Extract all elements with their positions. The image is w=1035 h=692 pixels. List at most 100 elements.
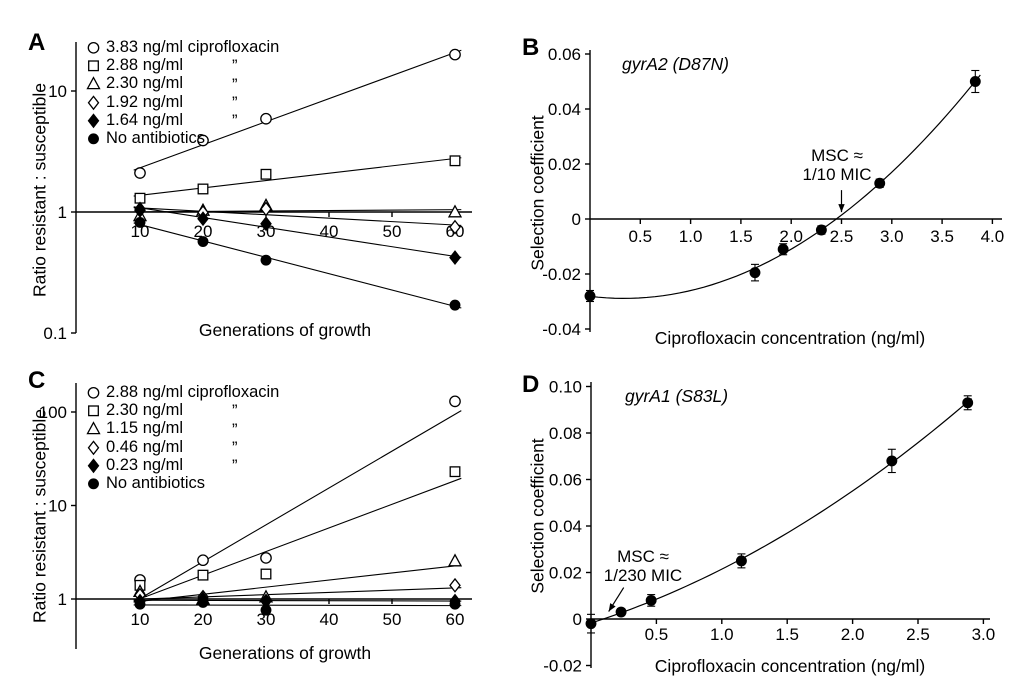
panel-d-title: gyrA1 (S83L): [625, 386, 729, 406]
circle-open-marker: [260, 552, 272, 564]
trend-line: [133, 564, 462, 603]
y-tick-label: 0.06: [548, 45, 581, 64]
legend-label: No antibiotics: [106, 474, 206, 493]
fit-curve: [590, 398, 973, 624]
legend-label: No antibiotics: [106, 129, 206, 148]
msc-line2: 1/10 MIC: [802, 165, 872, 184]
panel-c-y-axis-label: Ratio resistant : susceptible: [29, 409, 50, 623]
diamond-filled-marker: [87, 113, 100, 129]
circle-filled-marker: [969, 76, 981, 87]
diamond-open-marker: [449, 219, 461, 235]
circle-filled-marker: [260, 254, 272, 266]
circle-filled-marker: [815, 224, 827, 236]
circle-open-marker: [449, 48, 461, 61]
legend-label: 2.30 ng/ml: [106, 400, 184, 419]
square-open-marker: [197, 569, 209, 581]
x-tick-label: 3.0: [972, 625, 996, 644]
square-open-marker: [88, 60, 99, 72]
x-tick-label: 1.0: [710, 625, 734, 644]
circle-filled-marker: [874, 177, 886, 189]
legend-label: 2.30 ng/ml: [106, 74, 184, 93]
y-tick-label: 0.08: [549, 424, 582, 443]
panel-d-plot: 0.10 0.08 0.06 0.04 0.02 0 -0.02 0.5 1.0 1.5 2.0 2.…: [543, 378, 996, 676]
x-tick-label: 30: [257, 610, 276, 629]
circle-open-icon: [87, 386, 100, 399]
legend-label: 0.46 ng/ml: [106, 437, 184, 456]
diamond-open-marker: [260, 201, 272, 217]
legend-item: 2.88 ng/ml ciprofloxacin: [86, 383, 279, 401]
triangle-open-icon: [86, 421, 101, 435]
trend-line: [133, 157, 462, 197]
x-tick-label: 0.5: [628, 227, 652, 246]
x-tick-label: 2.0: [841, 625, 865, 644]
circle-filled-marker: [886, 455, 898, 467]
circle-filled-marker: [735, 555, 747, 567]
panel-d-msc-annotation: MSC ≈ 1/230 MIC: [604, 547, 682, 585]
legend-item: 2.88 ng/ml ”: [86, 56, 279, 76]
legend-ditto-mark: ”: [232, 75, 238, 94]
y-tick-label: 1: [58, 590, 67, 609]
panel-a-x-axis-label: Generations of growth: [198, 320, 372, 340]
diamond-filled-marker: [260, 216, 272, 232]
msc-line2: 1/230 MIC: [603, 566, 683, 585]
trend-line: [133, 207, 462, 226]
circle-filled-marker: [962, 397, 974, 409]
panel-a-legend: 3.83 ng/ml ciprofloxacin 2.88 ng/ml” 2.30 …: [86, 38, 279, 148]
panel-d-label: D: [522, 371, 540, 398]
fit-curve: [589, 74, 981, 299]
panel-b-title: gyrA2 (D87N): [622, 54, 729, 74]
legend-ditto-mark: ”: [232, 112, 238, 131]
x-tick-label: 60: [446, 610, 465, 629]
diamond-open-marker: [87, 94, 100, 110]
panel-b-plot: 0.06 0.04 0.02 0 -0.02 -0.04 0.5 1.0 1.5 2.0 2.5 3.…: [542, 45, 1005, 339]
panel-c-x-axis-label: Generations of growth: [198, 643, 372, 663]
legend-item: No antibiotics: [86, 474, 279, 492]
x-tick-label: 4.0: [981, 227, 1005, 246]
legend-label: 2.88 ng/ml ciprofloxacin: [106, 382, 280, 401]
legend-ditto-mark: ”: [232, 457, 238, 476]
x-tick-label: 10: [131, 610, 150, 629]
square-open-marker: [449, 466, 461, 478]
legend-label: 3.83 ng/ml ciprofloxacin: [106, 37, 280, 56]
y-tick-label: -0.02: [542, 265, 581, 284]
trend-line: [133, 222, 462, 309]
panel-b-x-axis-label: Ciprofloxacin concentration (ng/ml): [654, 328, 926, 348]
y-tick-label: 100: [39, 403, 67, 422]
circle-open-marker: [197, 554, 209, 567]
circle-filled-marker: [88, 478, 99, 490]
legend-label: 1.15 ng/ml: [106, 419, 184, 438]
panel-a-plot: 0.1110102030405060: [43, 42, 472, 343]
y-tick-label: 0.04: [549, 517, 582, 536]
legend-item: 3.83 ng/ml ciprofloxacin: [86, 38, 279, 56]
diamond-filled-marker: [449, 250, 461, 266]
diamond-open-icon: [87, 439, 100, 455]
circle-filled-marker: [585, 618, 597, 630]
circle-filled-marker: [134, 598, 146, 610]
x-tick-label: 10: [131, 222, 150, 241]
legend-ditto-mark: ”: [232, 402, 238, 421]
diamond-filled-icon: [87, 458, 100, 474]
trend-line: [133, 587, 462, 600]
y-tick-label: 0.04: [548, 100, 581, 119]
diamond-filled-marker: [197, 211, 209, 227]
square-open-icon: [88, 60, 99, 72]
x-tick-label: 2.5: [830, 227, 854, 246]
msc-arrowhead: [608, 603, 616, 612]
circle-filled-marker: [584, 290, 596, 302]
legend-ditto-mark: ”: [232, 420, 238, 439]
legend-ditto-mark: ”: [232, 57, 238, 76]
legend-item: 1.92 ng/ml ”: [86, 93, 279, 112]
diamond-filled-marker: [87, 458, 100, 474]
y-tick-label: 0: [573, 610, 582, 629]
panel-c-legend: 2.88 ng/ml ciprofloxacin 2.30 ng/ml ” 1.15 …: [86, 383, 279, 493]
trend-line: [133, 206, 462, 258]
triangle-open-marker: [447, 553, 463, 567]
circle-filled-marker: [197, 236, 209, 247]
circle-filled-marker: [88, 133, 99, 145]
msc-line1: MSC ≈: [811, 146, 863, 165]
panel-b-y-axis-label: Selection coefficient: [527, 115, 548, 271]
circle-filled-marker: [615, 606, 627, 618]
legend-item: 0.46 ng/ml ”: [86, 437, 279, 457]
circle-open-marker: [197, 134, 209, 147]
y-tick-label: 1: [58, 203, 67, 222]
